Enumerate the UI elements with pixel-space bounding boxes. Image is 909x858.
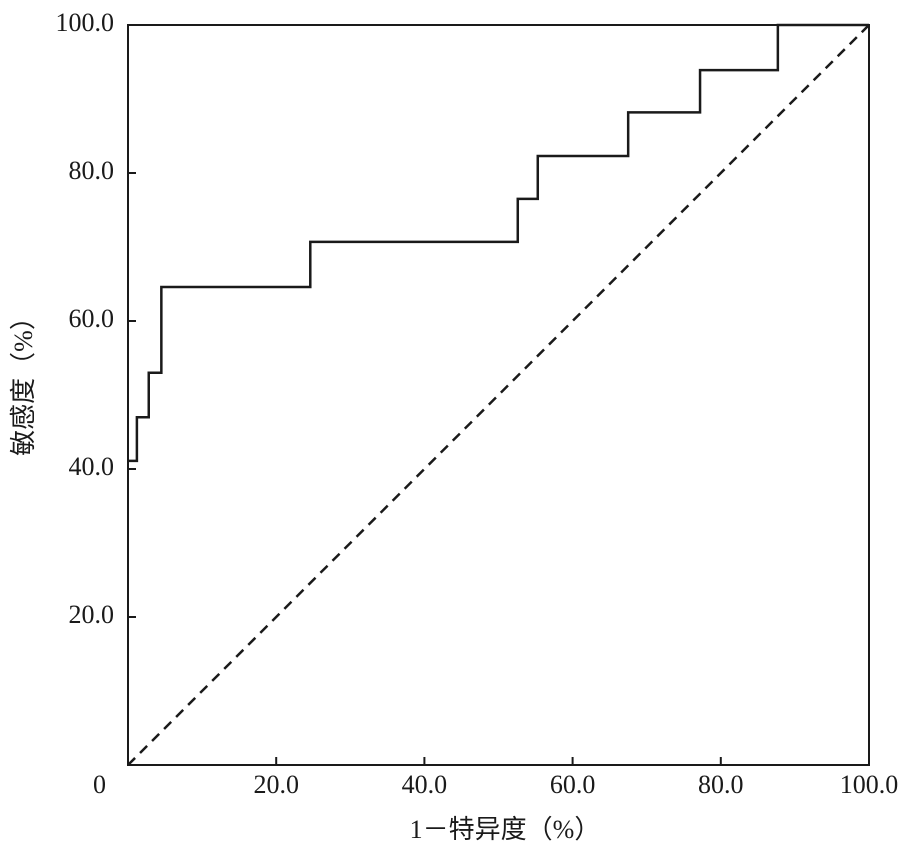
x-tick-label: 0	[93, 770, 106, 799]
y-tick-label: 100.0	[56, 8, 115, 37]
plot-frame	[127, 24, 870, 766]
x-tick-label: 40.0	[402, 770, 448, 799]
x-axis-label: 1－特异度（%）	[410, 815, 601, 844]
y-axis-label: 敏感度（%）	[9, 304, 38, 456]
reference-line	[127, 24, 870, 766]
x-tick-label: 20.0	[253, 770, 299, 799]
x-tick-label: 80.0	[698, 770, 744, 799]
y-tick-label: 40.0	[69, 452, 115, 481]
x-tick-label: 60.0	[550, 770, 596, 799]
x-tick-label: 100.0	[840, 770, 899, 799]
y-tick-label: 80.0	[69, 156, 115, 185]
y-tick-label: 20.0	[69, 600, 115, 629]
y-tick-label: 60.0	[69, 304, 115, 333]
roc-curve	[128, 23, 869, 463]
